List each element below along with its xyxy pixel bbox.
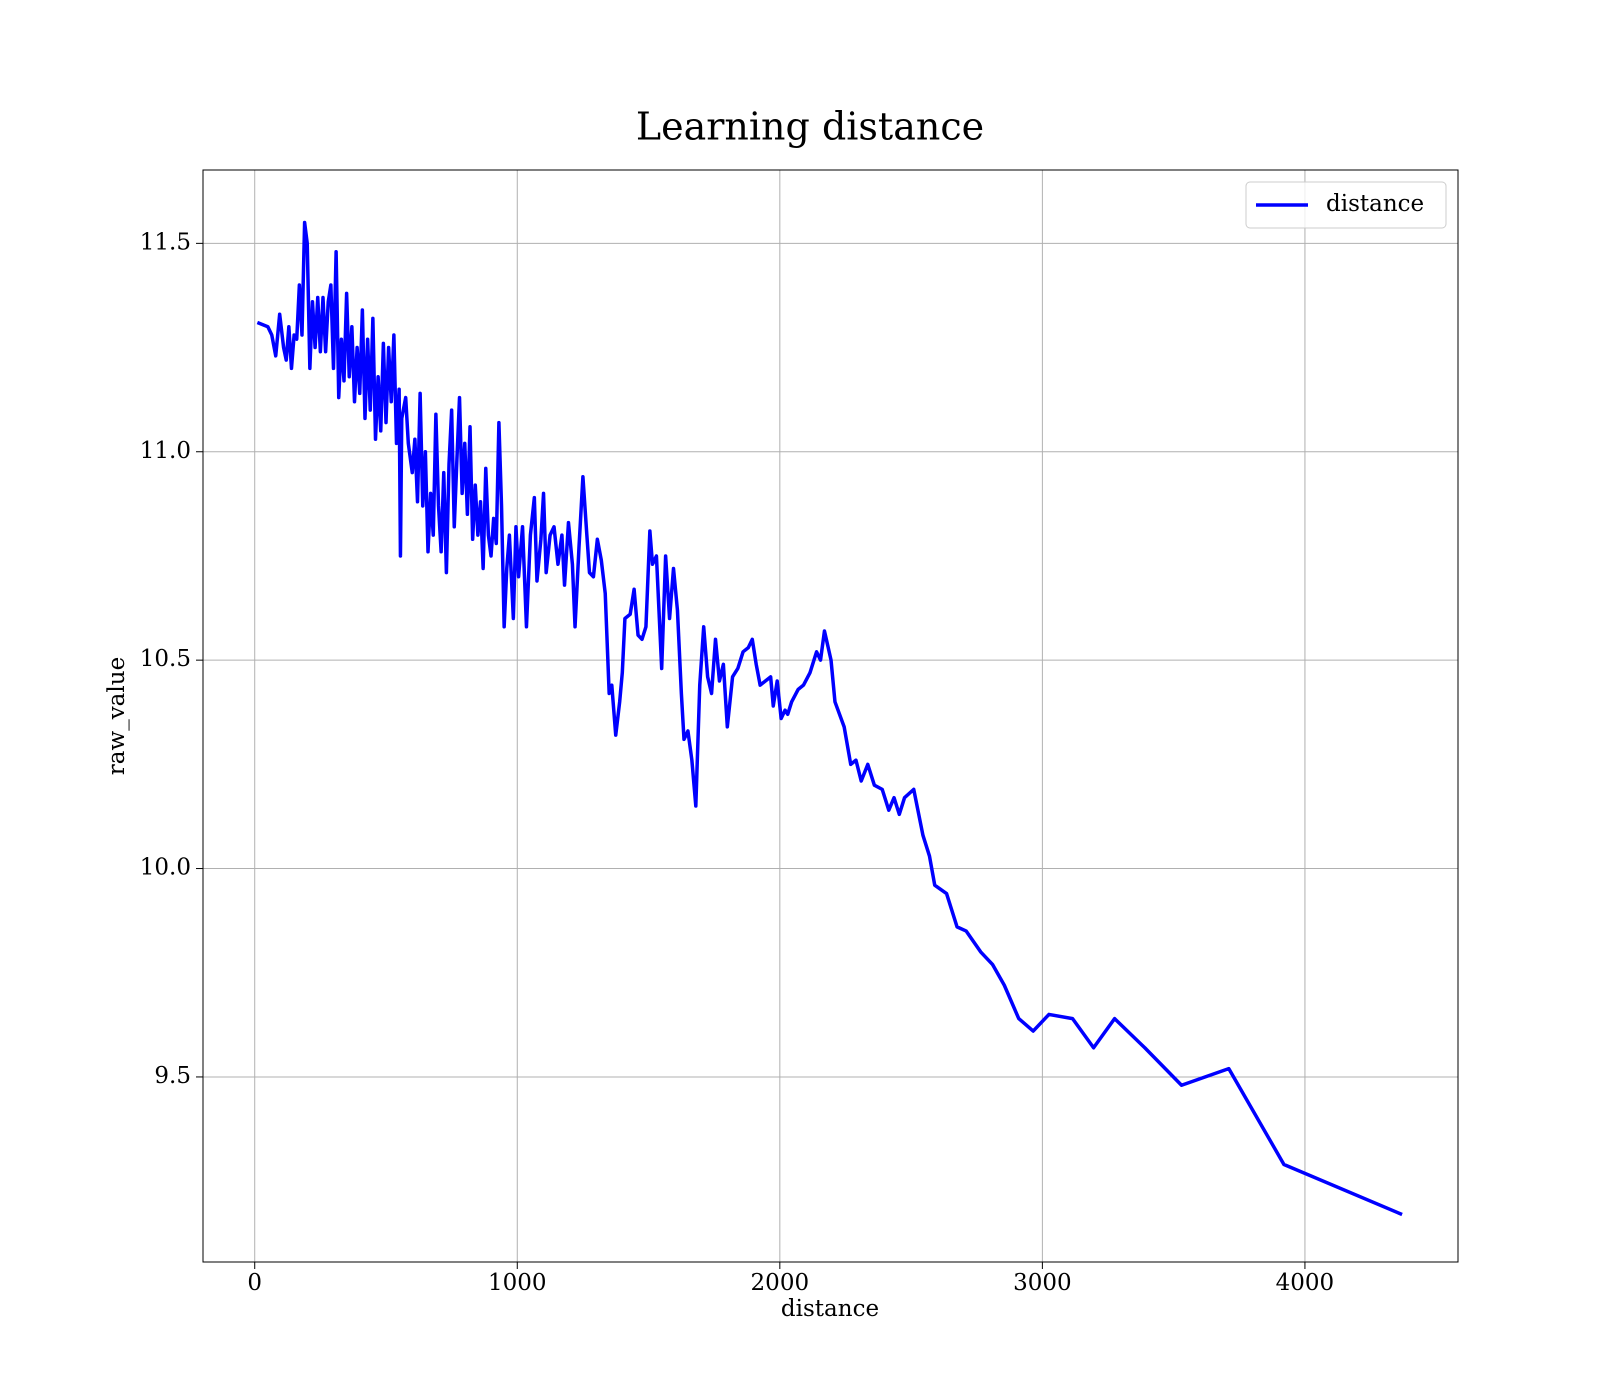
y-axis-label: raw_value	[104, 657, 130, 775]
y-tick-label: 11.0	[140, 438, 191, 464]
plot-frame	[202, 169, 1459, 1263]
y-tick-label: 11.5	[140, 229, 191, 255]
legend-box	[1245, 181, 1447, 229]
legend-label: distance	[1326, 191, 1424, 217]
legend: distance	[1245, 181, 1447, 229]
x-tick-label: 3000	[1013, 1270, 1072, 1296]
chart-title: Learning distance	[636, 105, 984, 149]
x-tick-label: 2000	[751, 1270, 810, 1296]
x-tick-label: 4000	[1276, 1270, 1335, 1296]
x-tick-label: 1000	[488, 1270, 547, 1296]
y-tick-label: 10.0	[140, 855, 191, 881]
y-tick-label: 9.5	[154, 1063, 191, 1089]
data-line	[256, 220, 1403, 1217]
x-tick-label: 0	[247, 1270, 262, 1296]
y-tick-label: 10.5	[140, 646, 191, 672]
x-axis-label: distance	[781, 1296, 879, 1322]
